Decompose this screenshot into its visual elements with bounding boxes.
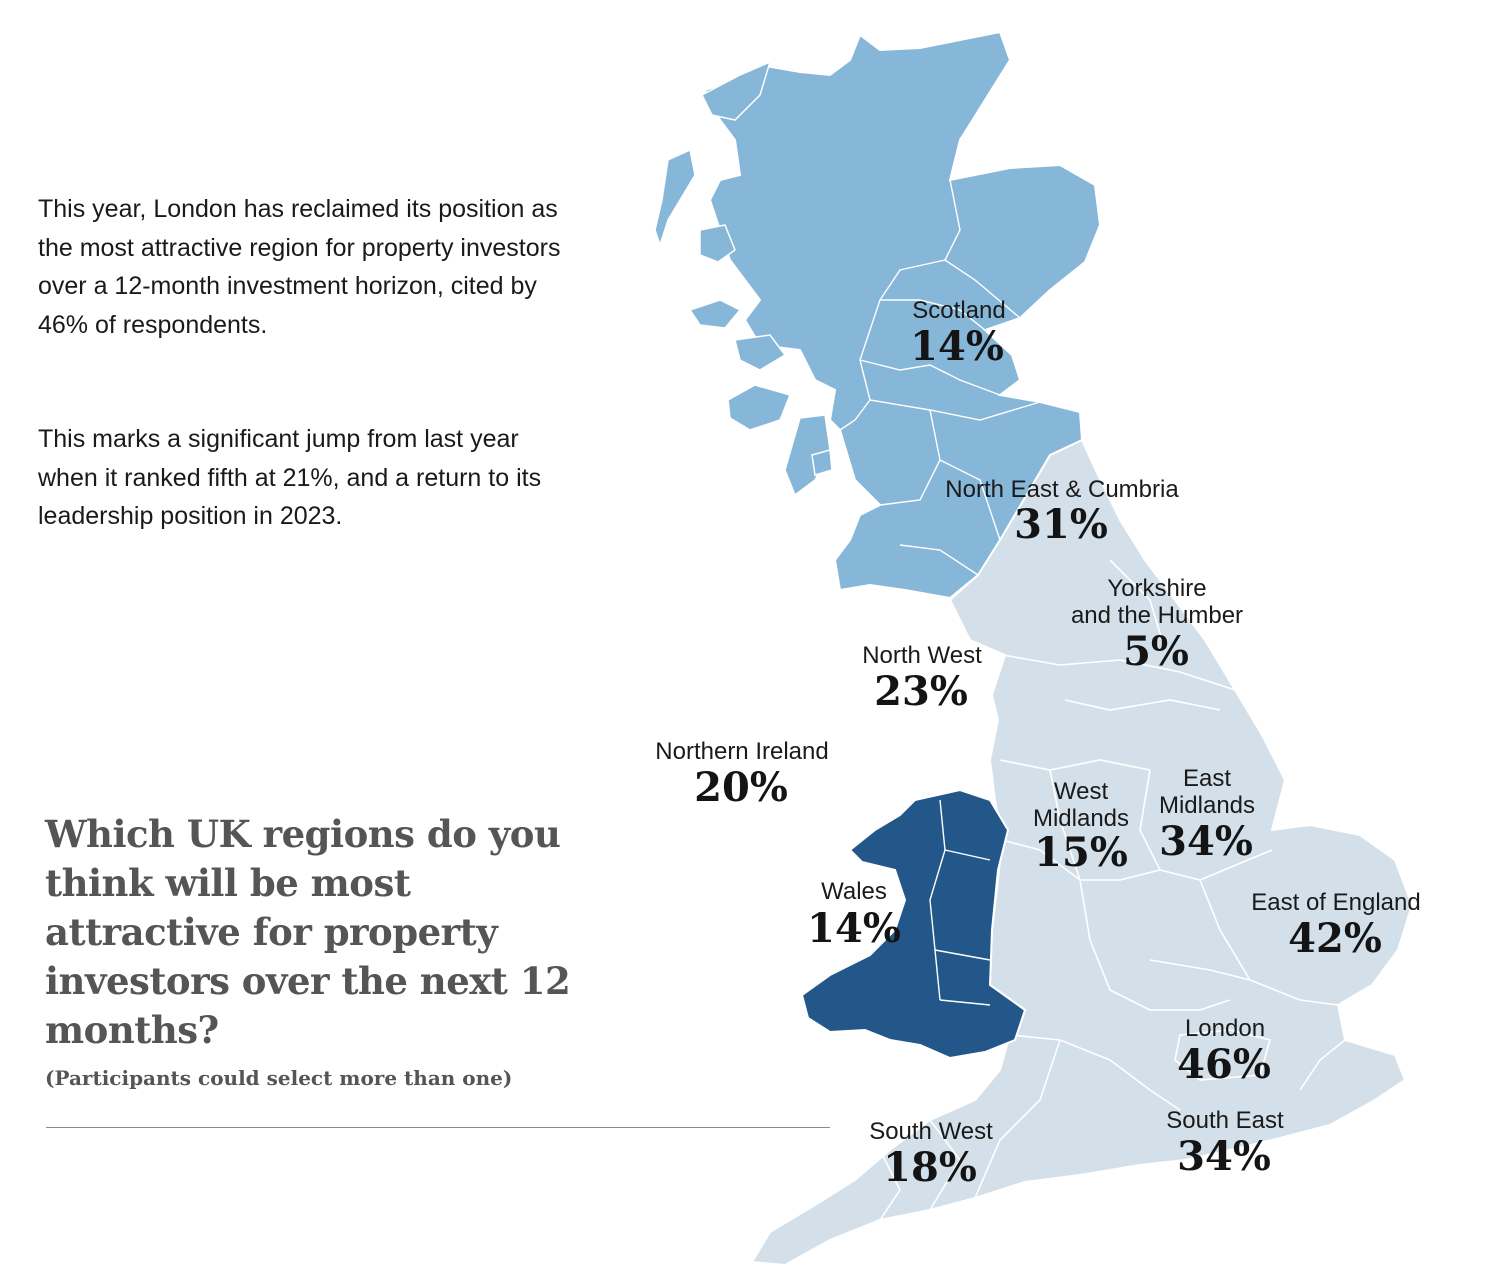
question-note: (Participants could select more than one… [45,1066,513,1090]
south-east-value: 34% [1177,1133,1271,1180]
scotland-value: 14% [910,323,1004,370]
intro-paragraph-2: This marks a significant jump from last … [38,425,542,530]
scotland-region-borders [839,179,1041,576]
west-midlands-label-line2: Midlands [1033,805,1129,832]
yorkshire-label-line1: Yorkshire [1107,575,1206,602]
north-west-value: 23% [874,668,968,715]
west-midlands-label-line1: West [1054,778,1109,805]
question-title: Which UK regions do you think will be mo… [45,812,571,1052]
london-value: 46% [1177,1041,1271,1088]
northern-ireland-label: Northern Ireland [655,738,828,765]
east-midlands-value: 34% [1159,818,1253,865]
east-midlands-label-line2: Midlands [1159,792,1255,819]
label-south-west: South West 18% [869,1118,993,1191]
scotland-label: Scotland [912,297,1005,324]
label-yorkshire: Yorkshire and the Humber 5% [1071,575,1243,675]
yorkshire-label-line2: and the Humber [1071,602,1243,629]
south-west-label: South West [869,1118,993,1145]
label-west-midlands: West Midlands 15% [1033,778,1129,876]
intro-paragraph-1: This year, London has reclaimed its posi… [38,195,561,339]
east-of-england-label: East of England [1251,889,1420,916]
label-north-west: North West 23% [862,642,982,715]
london-label: London [1185,1015,1265,1042]
north-west-label: North West [862,642,982,669]
wales-region-borders [929,799,991,1006]
west-midlands-value: 15% [1034,829,1128,876]
label-northern-ireland: Northern Ireland 20% [655,738,828,811]
label-east-of-england: East of England 42% [1251,889,1420,962]
south-west-value: 18% [883,1144,977,1191]
scotland-shape [703,30,1102,600]
divider [46,1127,830,1128]
yorkshire-value: 5% [1123,628,1189,675]
east-midlands-label-line1: East [1183,765,1231,792]
label-scotland: Scotland 14% [910,297,1006,370]
label-wales: Wales 14% [807,878,901,952]
wales-value: 14% [807,905,901,952]
northern-ireland-value: 20% [694,764,788,811]
england-region-borders [879,559,1346,1221]
label-north-east-cumbria: North East & Cumbria 31% [945,476,1179,548]
east-of-england-value: 42% [1288,915,1382,962]
wales-label: Wales [821,878,887,905]
south-east-label: South East [1166,1107,1284,1134]
label-east-midlands: East Midlands 34% [1159,765,1255,865]
north-east-cumbria-value: 31% [1014,501,1108,548]
north-east-cumbria-label: North East & Cumbria [945,476,1179,503]
scotland-islands [654,60,833,497]
label-london: London 46% [1177,1015,1271,1088]
wales-shape [800,788,1027,1060]
label-south-east: South East 34% [1166,1107,1284,1180]
